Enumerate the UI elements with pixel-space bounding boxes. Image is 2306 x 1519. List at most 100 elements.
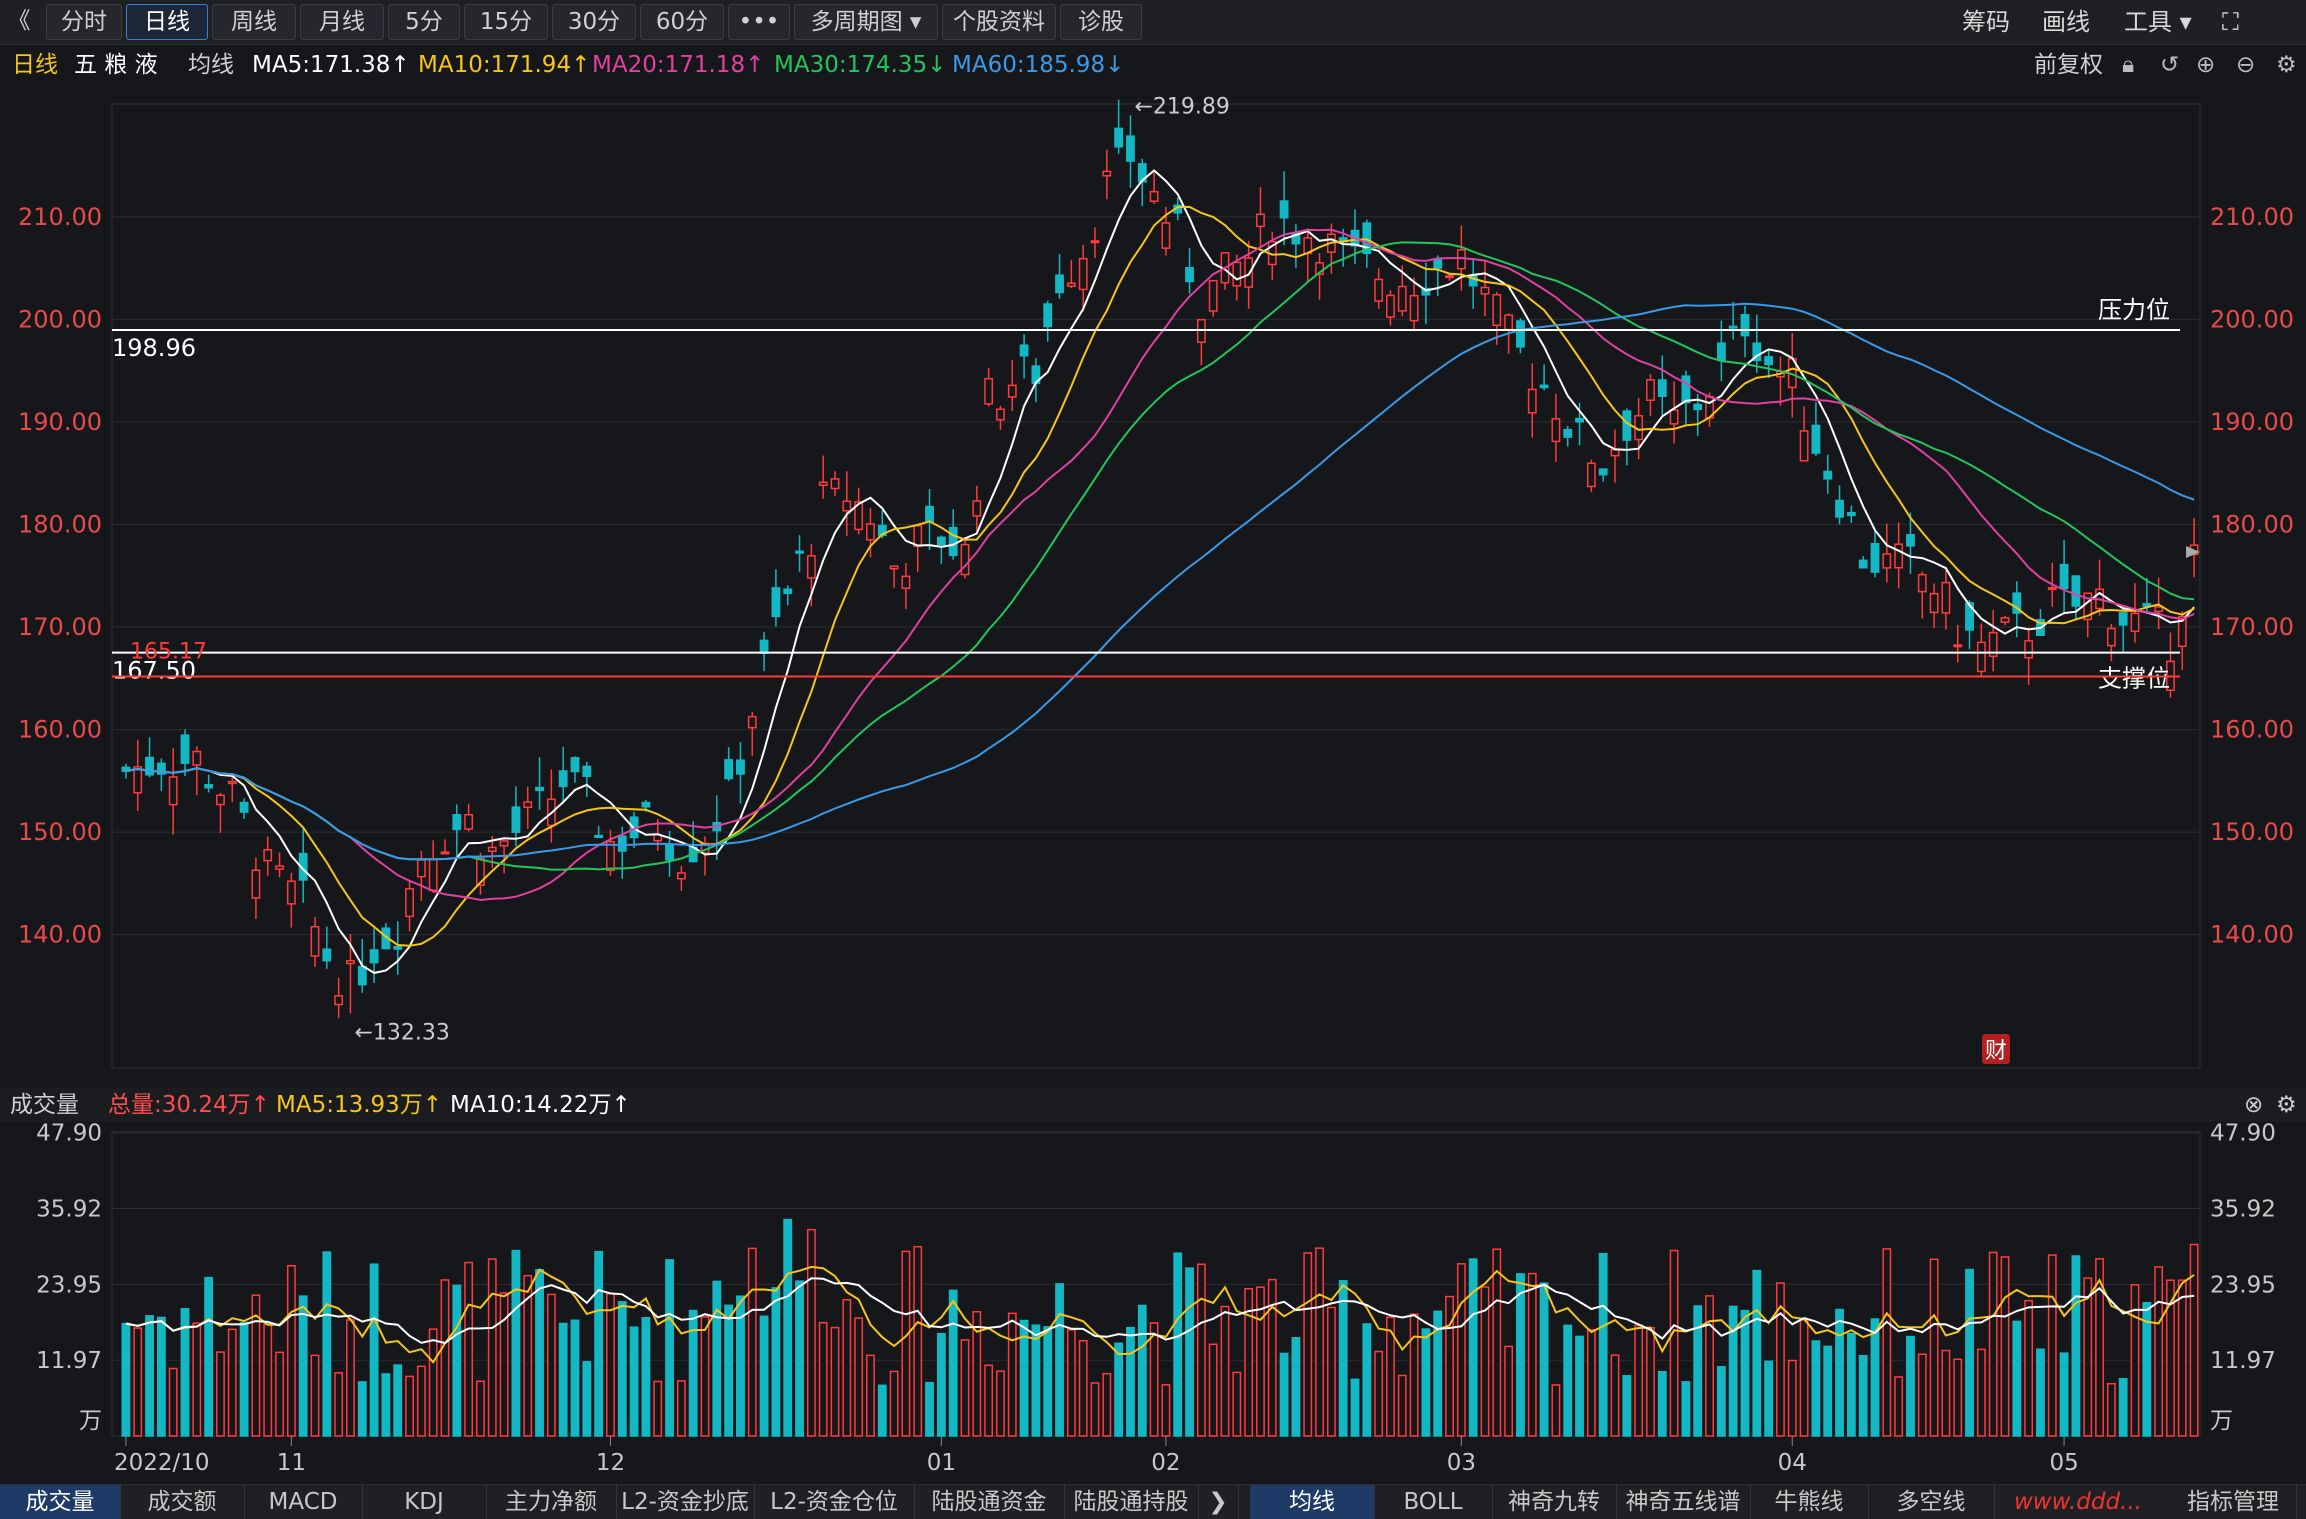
period-tab-2[interactable]: 周线	[212, 4, 296, 40]
volume-bar	[1267, 1278, 1277, 1437]
overlay-tab-4[interactable]: 牛熊线	[1750, 1485, 1869, 1519]
overlay-tab-0[interactable]: 均线	[1250, 1485, 1375, 1519]
tabs-next-icon[interactable]: ❯	[1198, 1485, 1239, 1519]
period-tab-9[interactable]: 多周期图 ▾	[794, 4, 938, 40]
price-tick-right: 170.00	[2210, 613, 2294, 641]
indicator-tab-3[interactable]: KDJ	[362, 1485, 487, 1519]
period-tab-5[interactable]: 15分	[464, 4, 548, 40]
ma10-legend: MA10:171.94↑	[418, 52, 591, 78]
volume-bar	[2024, 1299, 2034, 1437]
settings-icon[interactable]: ⚙	[2276, 1092, 2297, 1118]
indicator-manage-button[interactable]: 指标管理	[2170, 1485, 2297, 1519]
kline-chart[interactable]: 210.00 210.00 200.00 200.00 190.00 190.00 180.…	[0, 0, 2306, 1484]
indicator-tab-6[interactable]: L2-资金仓位	[754, 1485, 915, 1519]
overlay-tab-3[interactable]: 神奇五线谱	[1616, 1485, 1751, 1519]
period-tab-1[interactable]: 日线	[126, 4, 208, 40]
volume-bar	[1326, 1306, 1336, 1437]
indicator-tab-2[interactable]: MACD	[244, 1485, 363, 1519]
indicator-tab-8[interactable]: 陆股通持股	[1064, 1485, 1199, 1519]
candle-body	[2059, 563, 2069, 590]
candle-body	[346, 960, 355, 965]
undo-icon[interactable]: ↺	[2160, 52, 2180, 78]
price-tick-right: 150.00	[2210, 818, 2294, 846]
candle-body	[133, 766, 143, 794]
volume-bar	[227, 1328, 237, 1437]
candle-body	[1208, 279, 1218, 312]
volume-bar	[1634, 1324, 1644, 1437]
volume-bar	[216, 1351, 225, 1437]
volume-bar	[783, 1218, 793, 1437]
volume-bar	[1409, 1313, 1419, 1437]
chips-button[interactable]: 筹码	[1962, 8, 2010, 36]
price-tick-left: 200.00	[18, 305, 102, 333]
volume-bar	[1078, 1340, 1088, 1437]
candle-body	[2000, 617, 2010, 623]
volume-bar	[901, 1250, 911, 1437]
volume-bar	[1728, 1305, 1738, 1437]
volume-bar	[1693, 1305, 1703, 1437]
volume-bar	[1421, 1328, 1431, 1437]
period-tab-10[interactable]: 个股资料	[942, 4, 1056, 40]
period-tab-7[interactable]: 60分	[640, 4, 724, 40]
candle-body	[676, 872, 686, 880]
indicator-tab-5[interactable]: L2-资金抄底	[616, 1485, 755, 1519]
close-icon[interactable]: ⊗	[2244, 1092, 2264, 1118]
candle-body	[1185, 266, 1194, 283]
fullscreen-icon[interactable]: ⛶	[2222, 8, 2239, 36]
candle-body	[1516, 320, 1525, 348]
draw-line-button[interactable]: 画线	[2042, 8, 2090, 36]
indicator-tab-7[interactable]: 陆股通资金	[914, 1485, 1065, 1519]
indicator-tab-1[interactable]: 成交额	[120, 1485, 245, 1519]
zoom-out-icon[interactable]: ⊖	[2236, 52, 2256, 78]
candle-body	[1716, 342, 1726, 361]
candle-body	[487, 846, 497, 852]
gear-icon[interactable]: ⚙	[2276, 52, 2297, 78]
price-tick-right: 180.00	[2210, 510, 2294, 538]
period-tab-8[interactable]: •••	[728, 4, 790, 40]
indicator-tab-4[interactable]: 主力净额	[486, 1485, 617, 1519]
candle-body	[1421, 287, 1431, 296]
lock-icon[interactable]: 🔒︎	[2122, 52, 2135, 78]
period-tab-11[interactable]: 诊股	[1060, 4, 1142, 40]
adjust-select[interactable]: 前复权	[2034, 52, 2103, 78]
indicator-tab-0[interactable]: 成交量	[0, 1485, 121, 1519]
candle-body	[2024, 640, 2034, 659]
period-tab-4[interactable]: 5分	[388, 4, 460, 40]
volume-bar	[535, 1269, 544, 1437]
period-tab-6[interactable]: 30分	[552, 4, 636, 40]
back-button[interactable]: 《	[7, 8, 31, 34]
candle-body	[1492, 294, 1502, 326]
volume-bar	[2083, 1277, 2093, 1437]
candle-body	[1066, 282, 1076, 287]
volume-bar	[2047, 1254, 2057, 1437]
volume-bar	[1126, 1326, 1135, 1437]
candle-body	[617, 835, 627, 852]
tools-menu[interactable]: 工具 ▾	[2124, 8, 2192, 36]
volume-bar	[464, 1261, 474, 1437]
overlay-tab-2[interactable]: 神奇九转	[1492, 1485, 1617, 1519]
candle-body	[523, 801, 533, 809]
volume-bar	[1468, 1258, 1478, 1437]
period-tab-0[interactable]: 分时	[46, 4, 122, 40]
overlay-tab-5[interactable]: 多空线	[1868, 1485, 1995, 1519]
volume-bar	[1953, 1358, 1963, 1437]
volume-bars	[121, 1218, 2199, 1437]
candle-body	[1551, 418, 1561, 443]
top-toolbar: 《 分时 日线 周线 月线 5分 15分 30分 60分 ••• 多周期图 ▾ 个股资料 诊股 筹码 …	[0, 0, 2306, 45]
candle-body	[1078, 257, 1088, 291]
volume-bar	[1220, 1305, 1230, 1437]
zoom-in-icon[interactable]: ⊕	[2196, 52, 2216, 78]
volume-bar	[1492, 1248, 1502, 1437]
period-tab-3[interactable]: 月线	[300, 4, 384, 40]
volume-bar	[204, 1276, 214, 1437]
ma-label[interactable]: 均线	[188, 52, 234, 78]
candle-body	[936, 536, 946, 546]
volume-bar	[357, 1381, 367, 1437]
stock-name[interactable]: 五 粮 液	[74, 52, 158, 78]
ma5-legend: MA5:171.38↑	[252, 52, 410, 78]
volume-ma10-line	[125, 1277, 2195, 1345]
candle-body	[1315, 262, 1324, 275]
volume-bar	[1776, 1282, 1785, 1437]
overlay-tab-1[interactable]: BOLL	[1374, 1485, 1493, 1519]
volume-bar	[2177, 1279, 2187, 1437]
